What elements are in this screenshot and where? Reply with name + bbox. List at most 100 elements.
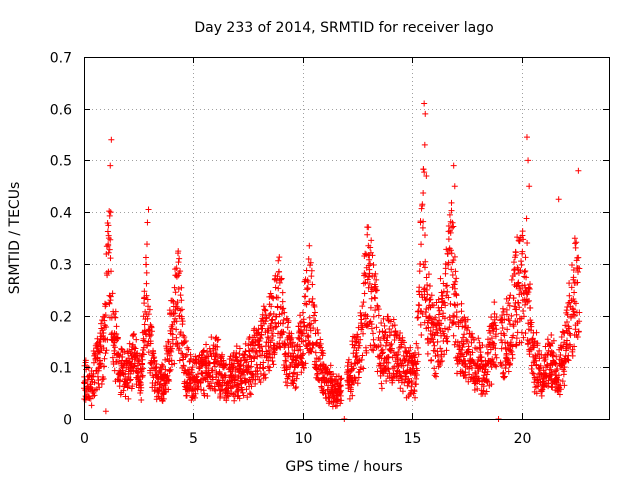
data-point (483, 388, 490, 395)
data-point (508, 348, 515, 355)
data-point (537, 362, 544, 369)
x-tick-label: 0 (80, 431, 89, 447)
data-point (480, 383, 487, 390)
data-point (82, 357, 89, 364)
y-tick-label: 0.3 (50, 258, 72, 274)
data-point (468, 365, 475, 372)
data-point (466, 371, 473, 378)
data-point (133, 336, 140, 343)
data-point (505, 317, 512, 324)
data-point (200, 348, 207, 355)
data-point (442, 265, 449, 272)
data-point (377, 372, 384, 379)
data-point (289, 373, 296, 380)
data-point (493, 363, 500, 370)
data-point (320, 350, 327, 357)
data-point (270, 333, 276, 340)
data-point (562, 353, 569, 360)
data-point (382, 328, 389, 335)
data-point (345, 359, 352, 366)
data-point (418, 331, 425, 338)
data-point (544, 336, 551, 343)
data-point (525, 297, 532, 304)
data-point (366, 280, 373, 287)
data-point (492, 362, 499, 369)
data-point (90, 359, 97, 366)
data-point (416, 302, 423, 309)
data-point (548, 383, 555, 390)
data-point (513, 335, 520, 342)
data-point (418, 308, 425, 315)
data-point (404, 362, 411, 369)
data-point (182, 337, 189, 344)
data-point (400, 339, 407, 346)
data-point (275, 257, 282, 264)
data-point (179, 350, 186, 357)
data-point (426, 283, 433, 290)
data-point (556, 391, 563, 398)
data-point (442, 270, 449, 277)
data-point (155, 388, 162, 395)
data-point (257, 335, 264, 342)
data-point (522, 254, 529, 261)
data-point (173, 265, 180, 272)
data-point (561, 382, 568, 389)
data-point (173, 273, 180, 280)
data-point (526, 281, 533, 288)
data-point (302, 360, 309, 367)
data-point (138, 366, 145, 373)
data-point (298, 358, 305, 365)
data-point (350, 365, 357, 372)
data-point (82, 377, 89, 384)
data-point (465, 346, 472, 353)
data-point (571, 312, 578, 319)
data-point (568, 261, 575, 268)
data-point (129, 383, 136, 390)
data-point (452, 268, 459, 275)
data-point (492, 331, 499, 338)
data-point (264, 334, 271, 341)
data-point (175, 285, 182, 292)
data-point (165, 386, 172, 393)
data-point (479, 342, 486, 349)
data-point (309, 281, 316, 288)
data-point (538, 386, 545, 393)
data-point (268, 330, 275, 337)
data-point (445, 326, 452, 333)
data-point (417, 219, 424, 226)
data-point (448, 266, 455, 273)
data-point (447, 247, 454, 254)
data-point (394, 356, 401, 363)
data-point (347, 386, 354, 393)
data-point (483, 377, 490, 384)
data-point (435, 311, 442, 318)
data-point (272, 284, 279, 291)
data-point (438, 320, 444, 327)
data-point (204, 393, 211, 400)
data-point (463, 336, 470, 343)
data-point (304, 285, 311, 292)
data-point (214, 337, 221, 344)
data-point (362, 271, 369, 278)
data-point (561, 364, 568, 371)
data-point (247, 391, 254, 398)
data-point (133, 350, 140, 357)
data-point (393, 352, 400, 359)
data-point (372, 295, 379, 302)
data-point (501, 332, 508, 339)
data-point (262, 307, 269, 314)
data-point (303, 301, 310, 308)
data-point (308, 320, 315, 327)
data-point (441, 351, 448, 358)
data-point (91, 392, 98, 399)
data-point (475, 368, 482, 375)
data-point (521, 282, 528, 289)
data-point (447, 316, 454, 323)
data-point (365, 242, 372, 249)
data-point (91, 350, 98, 357)
data-point (405, 347, 412, 354)
data-point (510, 294, 517, 301)
data-point (306, 298, 313, 305)
data-point (460, 334, 467, 341)
data-point (160, 363, 167, 370)
